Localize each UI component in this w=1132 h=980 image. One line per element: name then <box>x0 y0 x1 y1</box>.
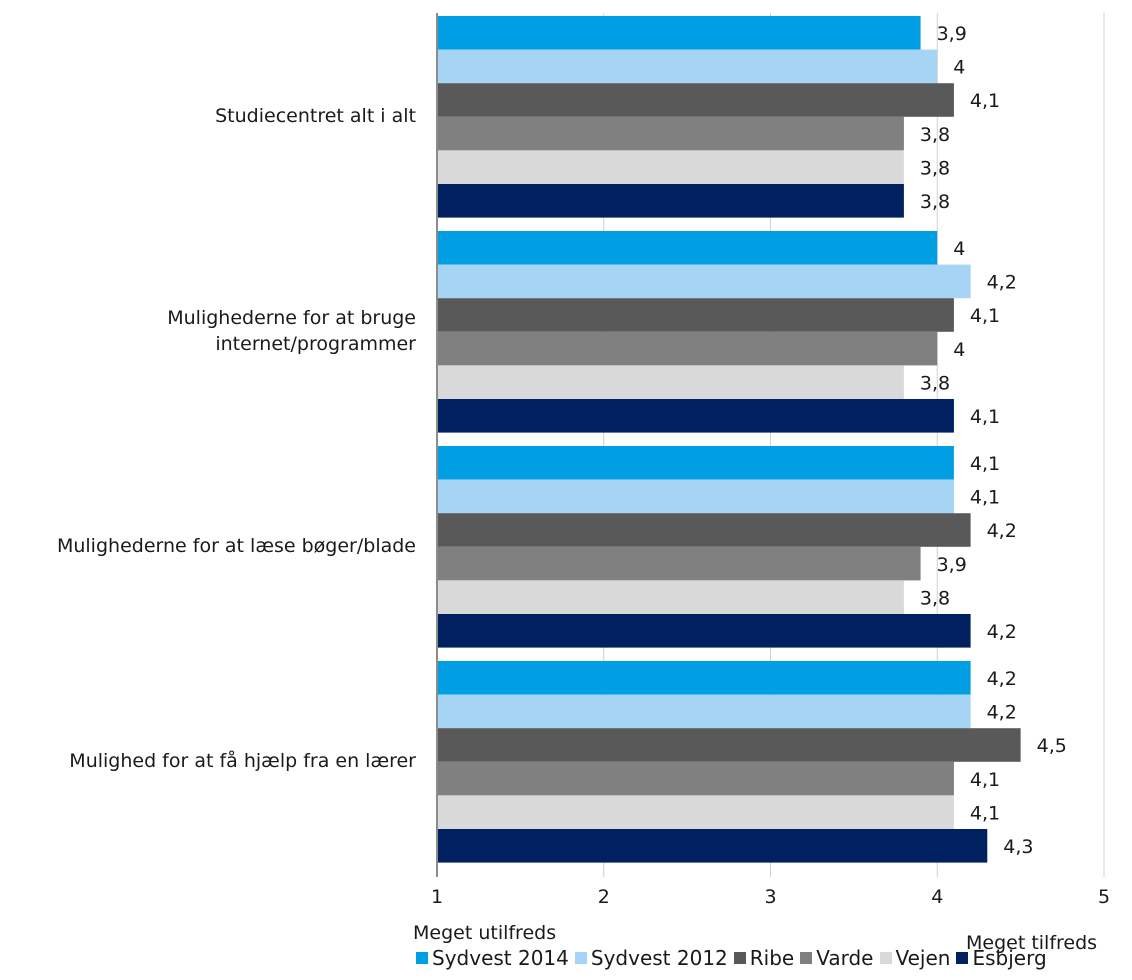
bar-value-label: 4,2 <box>987 702 1017 724</box>
bar <box>437 480 954 514</box>
legend-label: Vejen <box>896 946 951 970</box>
bar-value-label: 4,1 <box>970 90 1000 112</box>
bar-value-label: 4,2 <box>987 272 1017 294</box>
bar-value-label: 4,1 <box>970 802 1000 824</box>
bar <box>437 580 904 614</box>
x-tick-label: 2 <box>598 886 610 908</box>
legend-label: Sydvest 2012 <box>591 946 728 970</box>
legend-swatch <box>880 952 892 964</box>
legend-item: Varde <box>800 946 873 970</box>
bar <box>437 762 954 796</box>
bar-value-label: 3,8 <box>920 587 950 609</box>
bar-value-label: 3,9 <box>937 23 967 45</box>
x-tick-label: 3 <box>764 886 776 908</box>
x-tick-label: 5 <box>1098 886 1110 908</box>
bar-value-label: 4,2 <box>987 621 1017 643</box>
bar <box>437 231 937 265</box>
bar-value-label: 3,8 <box>920 372 950 394</box>
bar <box>437 150 904 184</box>
bar-value-label: 3,8 <box>920 157 950 179</box>
bar-value-label: 3,9 <box>937 554 967 576</box>
legend-item: Vejen <box>880 946 951 970</box>
category-label: Mulighed for at få hjælp fra en lærer <box>69 748 416 774</box>
bar-value-label: 4,1 <box>970 487 1000 509</box>
bar <box>437 50 937 84</box>
x-tick-label: 4 <box>931 886 943 908</box>
bar-value-label: 4 <box>953 339 965 361</box>
bar <box>437 513 971 547</box>
legend-item: Ribe <box>734 946 794 970</box>
legend-label: Esbjerg <box>972 946 1046 970</box>
bar <box>437 446 954 480</box>
bar-value-label: 4,1 <box>970 406 1000 428</box>
bar-value-label: 4,5 <box>1037 735 1067 757</box>
bar <box>437 265 971 299</box>
x-tick-label: 1 <box>431 886 443 908</box>
legend-label: Varde <box>816 946 873 970</box>
bar <box>437 117 904 151</box>
bar <box>437 83 954 117</box>
bar <box>437 614 971 648</box>
bar-value-label: 3,8 <box>920 191 950 213</box>
bar <box>437 332 937 366</box>
scale-low-label: Meget utilfreds <box>413 922 556 944</box>
legend-item: Sydvest 2014 <box>416 946 569 970</box>
bar-value-label: 4,1 <box>970 305 1000 327</box>
legend-label: Sydvest 2014 <box>432 946 569 970</box>
category-label: Mulighederne for at læse bøger/blade <box>57 533 416 559</box>
legend-item: Esbjerg <box>956 946 1046 970</box>
legend-item: Sydvest 2012 <box>575 946 728 970</box>
legend: Sydvest 2014 Sydvest 2012 Ribe Varde Vejen Es… <box>416 946 1053 970</box>
category-label: Studiecentret alt i alt <box>215 103 416 129</box>
bar <box>437 547 921 581</box>
bar <box>437 695 971 729</box>
bar-value-label: 4,2 <box>987 668 1017 690</box>
bar-value-label: 4,3 <box>1003 836 1033 858</box>
bar-value-label: 4,2 <box>987 520 1017 542</box>
bar-value-label: 4 <box>953 238 965 260</box>
bar-value-label: 4 <box>953 57 965 79</box>
bar <box>437 298 954 332</box>
bar <box>437 728 1021 762</box>
x-tick-labels: 1 2 3 4 5 <box>431 886 1110 908</box>
legend-swatch <box>575 952 587 964</box>
bar <box>437 184 904 218</box>
legend-swatch <box>800 952 812 964</box>
category-label: Mulighederne for at bruge internet/progra… <box>167 305 416 357</box>
bar <box>437 661 971 695</box>
bar-value-label: 4,1 <box>970 769 1000 791</box>
bar <box>437 16 921 50</box>
bar <box>437 829 987 863</box>
legend-swatch <box>734 952 746 964</box>
legend-swatch <box>416 952 428 964</box>
legend-swatch <box>956 952 968 964</box>
bar <box>437 399 954 433</box>
bar-value-label: 3,8 <box>920 124 950 146</box>
bar <box>437 365 904 399</box>
legend-label: Ribe <box>750 946 794 970</box>
bar <box>437 795 954 829</box>
bar-value-label: 4,1 <box>970 453 1000 475</box>
